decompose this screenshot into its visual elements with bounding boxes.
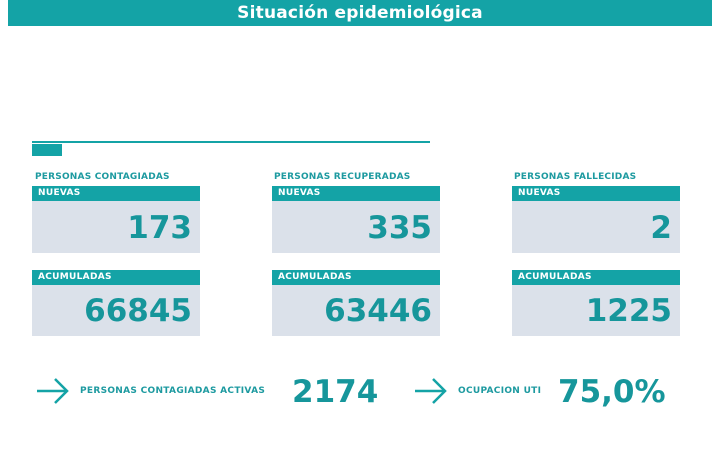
card-recuperadas-acumuladas: ACUMULADAS 63446 xyxy=(272,270,440,336)
card-value: 2 xyxy=(512,201,680,253)
card-header: NUEVAS xyxy=(272,186,440,201)
card-fallecidas-acumuladas: ACUMULADAS 1225 xyxy=(512,270,680,336)
card-value: 173 xyxy=(32,201,200,253)
card-header: NUEVAS xyxy=(32,186,200,201)
card-value: 335 xyxy=(272,201,440,253)
card-contagiadas-acumuladas: ACUMULADAS 66845 xyxy=(32,270,200,336)
card-fallecidas-nuevas: NUEVAS 2 xyxy=(512,186,680,253)
card-value: 66845 xyxy=(32,285,200,336)
group-label-recuperadas: PERSONAS RECUPERADAS xyxy=(274,172,411,182)
group-label-contagiadas: PERSONAS CONTAGIADAS xyxy=(35,172,170,182)
card-value: 1225 xyxy=(512,285,680,336)
active-cases-value: 2174 xyxy=(292,374,379,410)
active-cases-label: PERSONAS CONTAGIADAS ACTIVAS xyxy=(80,386,266,396)
icu-occupancy-value: 75,0% xyxy=(558,374,666,410)
section-divider-marker xyxy=(32,144,62,156)
card-header: ACUMULADAS xyxy=(32,270,200,285)
section-divider xyxy=(32,141,430,143)
card-header: ACUMULADAS xyxy=(272,270,440,285)
page-title: Situación epidemiológica xyxy=(8,0,712,26)
icu-occupancy-label: OCUPACION UTI xyxy=(458,386,542,396)
group-label-fallecidas: PERSONAS FALLECIDAS xyxy=(514,172,637,182)
card-header: ACUMULADAS xyxy=(512,270,680,285)
card-contagiadas-nuevas: NUEVAS 173 xyxy=(32,186,200,253)
arrow-right-icon xyxy=(37,378,69,404)
card-header: NUEVAS xyxy=(512,186,680,201)
arrow-right-icon xyxy=(415,378,447,404)
card-recuperadas-nuevas: NUEVAS 335 xyxy=(272,186,440,253)
card-value: 63446 xyxy=(272,285,440,336)
